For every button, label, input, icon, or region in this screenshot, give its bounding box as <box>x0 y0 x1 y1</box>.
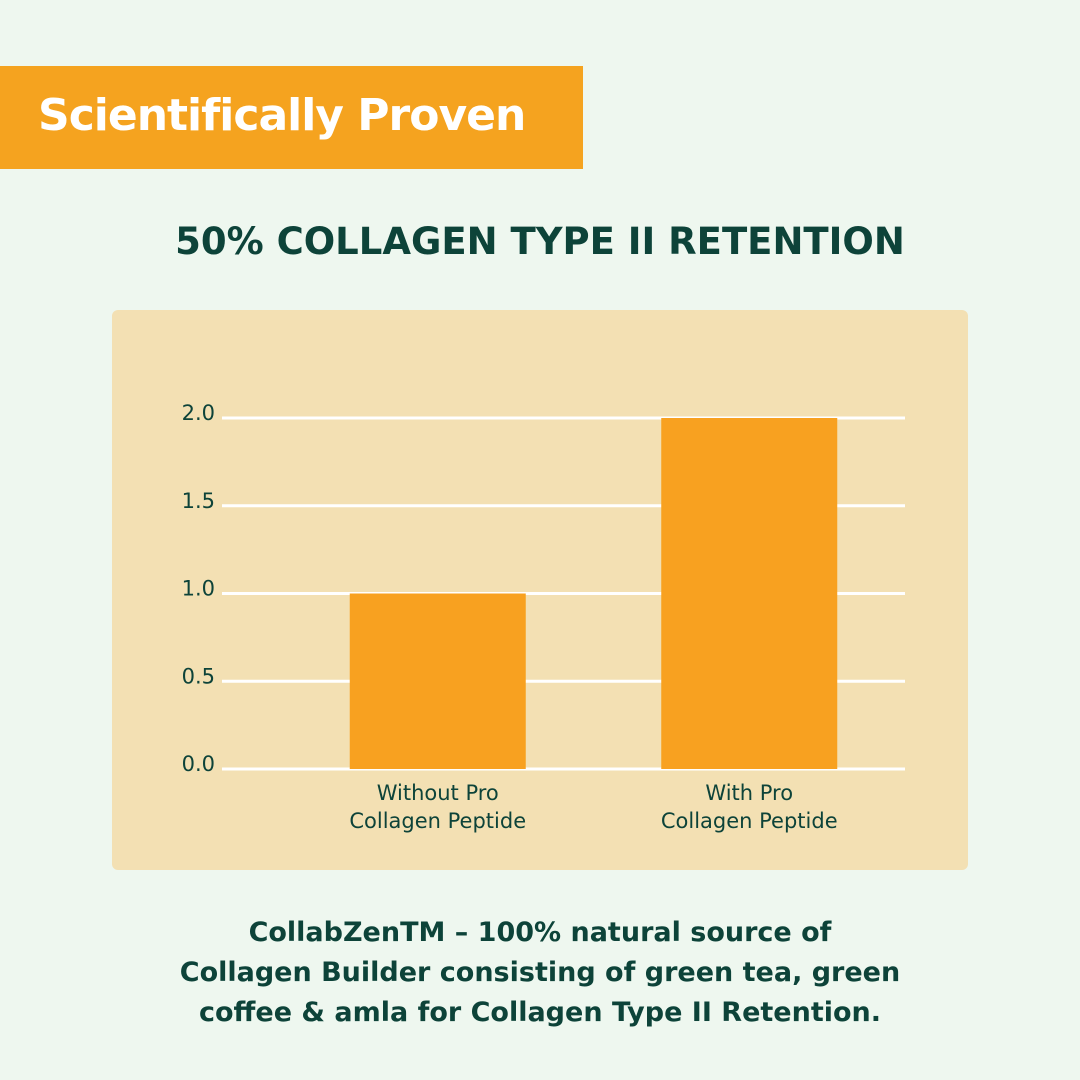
y-tick-label: 0.5 <box>182 664 215 688</box>
bar <box>349 593 526 769</box>
badge-text: Scientifically Proven <box>38 90 526 141</box>
x-tick-label: With Pro Collagen Peptide <box>660 781 838 833</box>
bar <box>661 418 838 769</box>
badge: Scientifically Proven <box>0 66 583 169</box>
footer-text: CollabZenTM – 100% natural source of Col… <box>179 917 901 1028</box>
y-tick-label: 2.0 <box>182 401 215 425</box>
y-tick-label: 0.0 <box>182 752 215 776</box>
x-tick-label: Without Pro Collagen Peptide <box>349 781 527 833</box>
y-tick-label: 1.5 <box>182 489 215 513</box>
chart-title: 50% COLLAGEN TYPE II RETENTION <box>175 220 905 263</box>
y-tick-label: 1.0 <box>182 577 215 601</box>
